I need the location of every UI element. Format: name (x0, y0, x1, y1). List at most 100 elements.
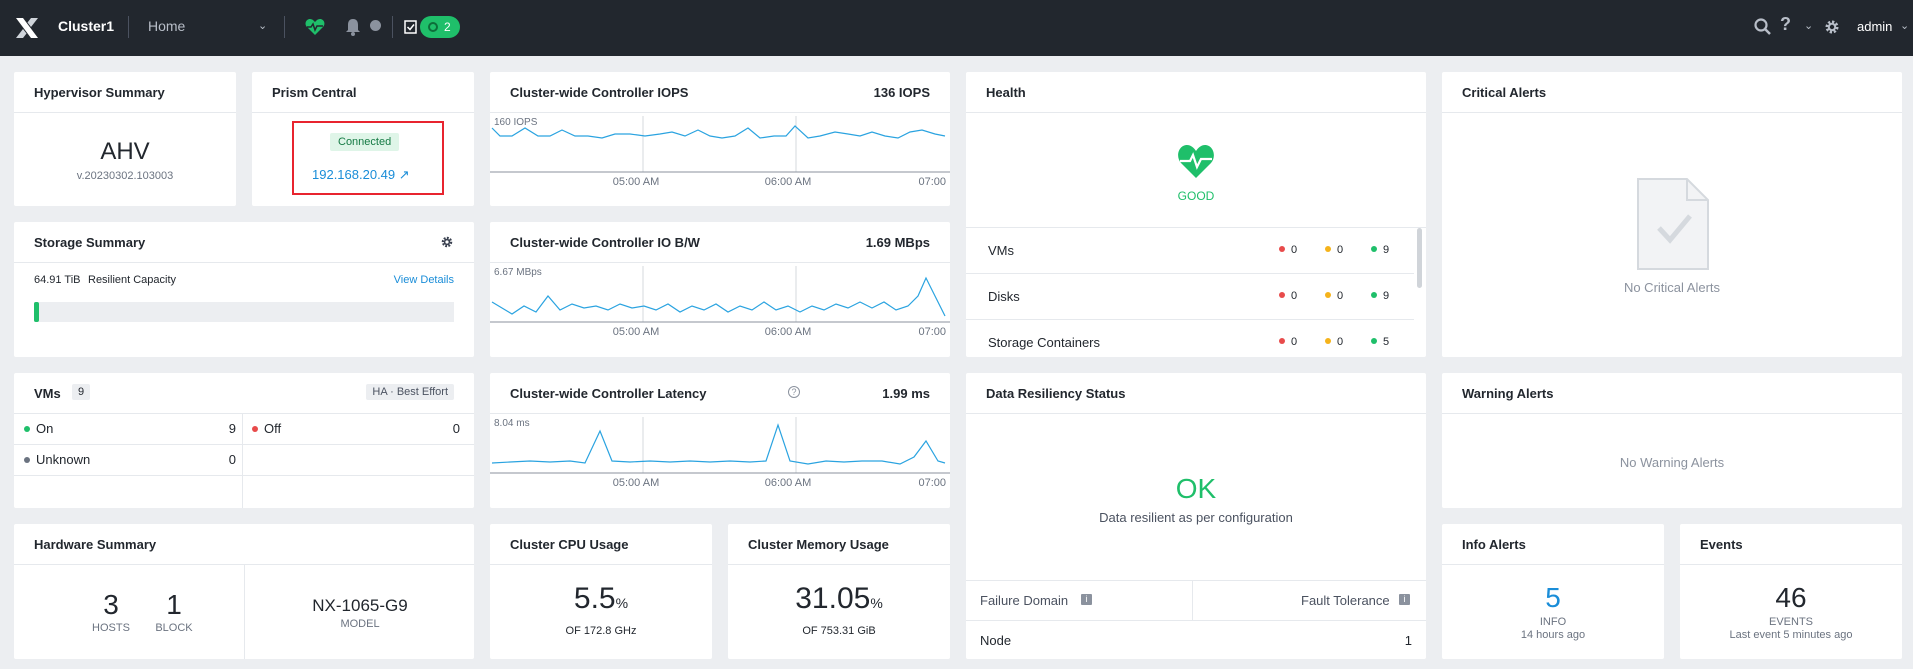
warning-dot (1325, 292, 1331, 298)
divider (14, 564, 474, 565)
gear-icon[interactable] (1821, 16, 1843, 38)
good-dot (1371, 292, 1377, 298)
health-heart-icon[interactable] (304, 16, 326, 38)
info-alerts-count[interactable]: 5 (1545, 582, 1561, 613)
info-alerts-panel: Info Alerts 5 INFO 14 hours ago (1442, 524, 1664, 659)
vms-unknown-row[interactable]: Unknown 0 (24, 452, 236, 472)
vm-count-badge: 9 (72, 384, 91, 400)
help-icon[interactable]: ? (1780, 14, 1791, 34)
x-tick-label: 05:00 AM (613, 176, 659, 188)
health-panel: Health GOOD VMs 0 0 9 Disks 0 0 9 Storag… (966, 72, 1426, 357)
health-row-disks[interactable]: Disks 0 0 9 (988, 289, 1390, 304)
panel-title: Cluster-wide Controller IOPS (510, 85, 689, 100)
x-tick-label: 06:00 AM (765, 477, 811, 489)
divider (966, 273, 1414, 274)
vms-on-row[interactable]: On 9 (24, 421, 236, 441)
latency-panel: Cluster-wide Controller Latency ? 1.99 m… (490, 373, 950, 508)
divider (1442, 112, 1902, 113)
x-tick-label: 06:00 AM (765, 176, 811, 188)
panel-title: VMs (34, 386, 61, 401)
iops-panel: Cluster-wide Controller IOPS 136 IOPS 16… (490, 72, 950, 206)
fault-tolerance-label: Fault Tolerance (1301, 593, 1390, 608)
divider (490, 112, 950, 113)
panel-title: Health (986, 85, 1026, 100)
health-row-vms[interactable]: VMs 0 0 9 (988, 243, 1390, 258)
divider (1680, 564, 1902, 565)
info-alerts-time: 14 hours ago (1520, 629, 1586, 641)
blocks-label: BLOCK (155, 622, 193, 634)
panel-title: Cluster-wide Controller Latency (510, 386, 707, 401)
divider (490, 262, 950, 263)
resilient-capacity-label: Resilient Capacity (88, 274, 177, 286)
events-count[interactable]: 46 (1775, 582, 1807, 613)
critical-dot (1279, 338, 1285, 344)
cluster-name[interactable]: Cluster1 (58, 18, 115, 34)
y-max-label: 6.67 MBps (494, 267, 542, 278)
memory-usage-panel: Cluster Memory Usage 31.05% OF 753.31 Gi… (728, 524, 950, 659)
bell-icon[interactable] (342, 16, 364, 38)
blocks-count: 1 (166, 589, 182, 620)
divider (14, 413, 474, 414)
divider (966, 112, 1426, 113)
tasks-checkbox-icon[interactable] (400, 16, 422, 38)
panel-title: Warning Alerts (1462, 386, 1554, 401)
chevron-down-icon[interactable]: ⌄ (1804, 20, 1814, 32)
storage-summary-panel: Storage Summary 64.91 TiB Resilient Capa… (14, 222, 474, 357)
divider (966, 413, 1426, 414)
hardware-summary-panel: Hardware Summary 3 HOSTS 1 BLOCK NX-1065… (14, 524, 474, 659)
y-max-label: 160 IOPS (494, 117, 538, 128)
vms-off-row[interactable]: Off 0 (252, 421, 460, 441)
health-row-storage-containers[interactable]: Storage Containers 0 0 5 (988, 335, 1390, 350)
panel-title: Info Alerts (1462, 537, 1526, 552)
top-bar: Cluster1 Home ⌄ 2 ? ⌄ admin ⌄ (0, 0, 1913, 56)
events-panel: Events 46 EVENTS Last event 5 minutes ag… (1680, 524, 1902, 659)
panel-title: Hypervisor Summary (34, 85, 165, 100)
status-dot (24, 426, 30, 432)
divider (14, 444, 474, 445)
health-heart-icon (1178, 145, 1214, 178)
hosts-count: 3 (103, 589, 119, 620)
chevron-down-icon[interactable]: ⌄ (1900, 20, 1910, 32)
scrollbar[interactable] (1417, 228, 1422, 288)
help-icon[interactable]: ? (788, 386, 800, 398)
tasks-badge[interactable]: 2 (420, 16, 460, 38)
view-details-link[interactable]: View Details (393, 274, 454, 286)
divider (392, 16, 393, 38)
ha-status-badge: HA · Best Effort (366, 384, 454, 400)
iops-line (491, 125, 946, 139)
view-selector[interactable]: Home (148, 18, 186, 34)
latency-value: 1.99 ms (882, 386, 930, 401)
model-name: NX-1065-G9 (312, 596, 408, 615)
cpu-usage-value: 5.5% (573, 582, 629, 615)
nutanix-logo-icon[interactable] (14, 15, 40, 41)
info-icon[interactable]: i (1081, 594, 1092, 605)
hypervisor-version: v.20230302.103003 (76, 170, 174, 182)
node-value: 1 (1404, 633, 1412, 648)
divider (252, 112, 474, 113)
vms-panel: VMs 9 HA · Best Effort On 9 Off 0 Unknow… (14, 373, 474, 508)
alert-status-dot[interactable] (370, 20, 381, 31)
latency-line (491, 423, 946, 465)
x-tick-label: 05:00 AM (613, 477, 659, 489)
gear-icon[interactable] (440, 235, 454, 249)
x-tick-label: 07:00 (918, 176, 946, 188)
divider (966, 620, 1426, 621)
info-icon[interactable]: i (1399, 594, 1410, 605)
failure-domain-label: Failure Domain (980, 593, 1069, 608)
prism-central-ip-link[interactable]: 192.168.20.49 ↗ (312, 167, 410, 182)
warning-alerts-panel: Warning Alerts No Warning Alerts (1442, 373, 1902, 508)
io-bandwidth-line (491, 276, 946, 317)
iops-chart: 160 IOPS 05:00 AM 06:00 AM 07:00 (490, 116, 950, 188)
divider (128, 16, 129, 38)
divider (242, 414, 243, 508)
chevron-down-icon[interactable]: ⌄ (258, 20, 268, 32)
panel-title: Cluster CPU Usage (510, 537, 629, 552)
hypervisor-name: AHV (100, 138, 150, 165)
panel-title: Cluster-wide Controller IO B/W (510, 235, 700, 250)
search-icon[interactable] (1752, 16, 1774, 38)
user-menu[interactable]: admin (1857, 19, 1893, 34)
warning-dot (1325, 338, 1331, 344)
cpu-capacity: OF 172.8 GHz (565, 625, 637, 637)
status-dot (24, 457, 30, 463)
divider (14, 112, 236, 113)
